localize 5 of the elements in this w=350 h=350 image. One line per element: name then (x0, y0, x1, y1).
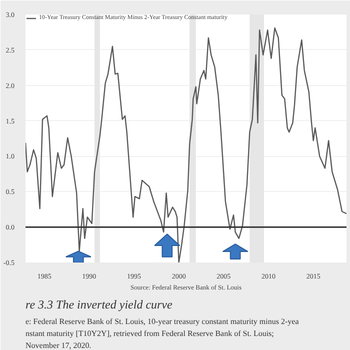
text: November 17, 2020. (26, 341, 92, 350)
line-series (26, 27, 346, 262)
text: nstant maturity [T10Y2Y], retrieved from Federal Reserve Bank of St. Louis; (26, 329, 274, 338)
text: e: Federal Reserve Bank of St. Louis, 10-year treasury constant maturity minus 2-yea (26, 317, 300, 326)
text: re 3.3 The inverted yield curve (26, 298, 174, 312)
